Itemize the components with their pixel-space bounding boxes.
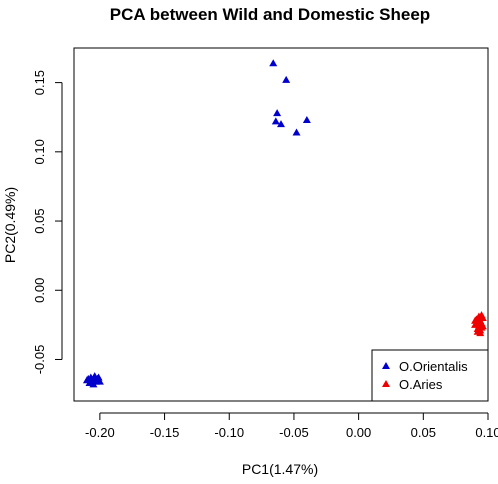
legend-box [371,349,489,402]
x-axis-label: PC1(1.47%) [242,461,318,477]
point-o-orientalis [282,75,291,83]
legend-marker [382,380,390,387]
point-o-orientalis [269,59,278,67]
legend: O.Orientalis O.Aries [371,349,489,402]
x-tick-label: -0.05 [279,425,309,440]
point-o-orientalis [90,376,99,384]
point-o-orientalis [271,117,280,125]
y-axis: -0.05 0.00 0.05 0.10 0.15 [32,70,63,375]
plot-frame [73,47,489,402]
point-o-aries [478,313,487,321]
x-tick-label: 0.00 [346,425,371,440]
y-tick-label: -0.05 [32,345,47,375]
x-tick-label: 0.10 [475,425,498,440]
y-tick-label: 0.15 [32,70,47,95]
y-tick-label: 0.00 [32,278,47,303]
point-o-orientalis [277,120,285,128]
legend-marker [382,362,390,369]
point-o-orientalis [94,373,103,381]
y-axis-label: PC2(0.49%) [2,187,18,263]
point-o-orientalis [292,128,301,136]
chart-title: PCA between Wild and Domestic Sheep [110,5,430,24]
legend-label: O.Aries [399,377,443,392]
point-o-aries [473,327,482,335]
point-o-aries [477,323,486,331]
x-tick-label: -0.10 [214,425,244,440]
x-tick-label: -0.20 [85,425,115,440]
x-axis: -0.20 -0.15 -0.10 -0.05 0.00 0.05 0.10 [85,412,498,440]
point-o-orientalis [302,115,311,123]
point-o-orientalis [273,109,282,117]
point-o-orientalis [84,374,93,382]
points-layer [82,59,487,388]
y-tick-label: 0.10 [32,139,47,164]
x-tick-label: -0.15 [150,425,180,440]
legend-label: O.Orientalis [399,359,468,374]
x-tick-label: 0.05 [411,425,436,440]
y-tick-label: 0.05 [32,208,47,233]
point-o-aries [471,316,480,324]
